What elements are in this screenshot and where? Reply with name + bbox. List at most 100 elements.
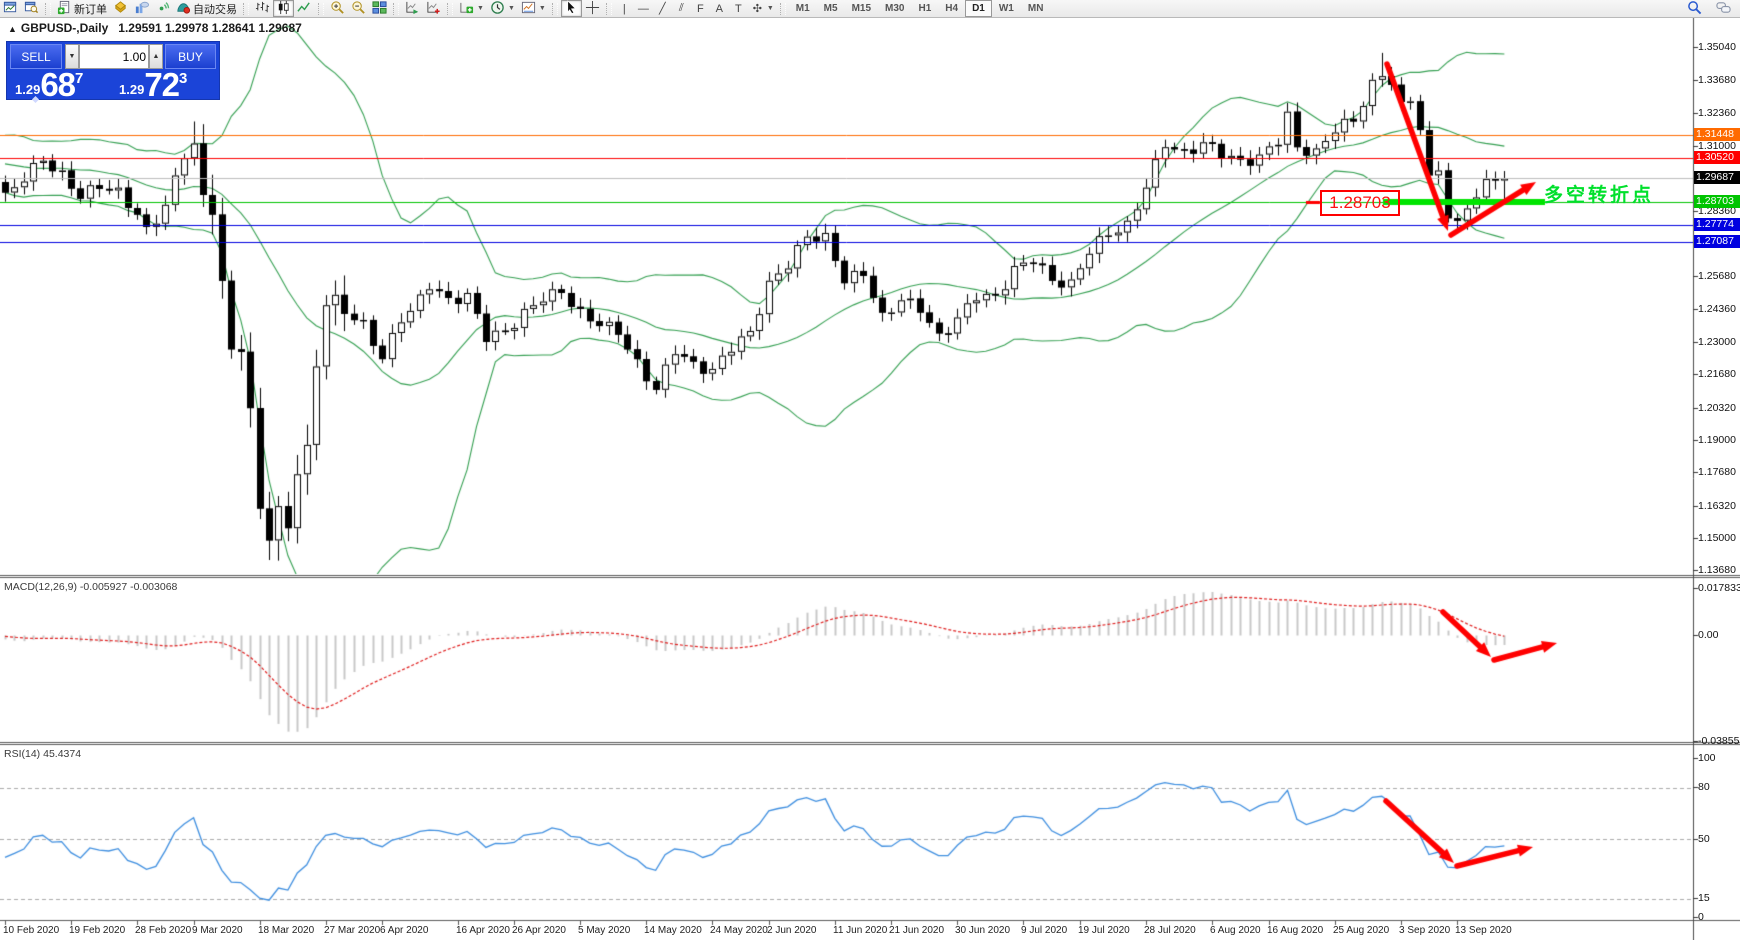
volume-increase-button[interactable]: ▲	[149, 44, 163, 69]
date-axis-label: 21 Jun 2020	[889, 925, 945, 936]
vertical-line-icon: |	[622, 2, 626, 15]
rsi-axis-tick: 50	[1698, 833, 1710, 845]
new-order-button[interactable]: 新订单	[54, 0, 110, 17]
date-axis-label: 28 Jul 2020	[1144, 925, 1196, 936]
toolbar-separator	[243, 2, 249, 15]
buy-price-big: 72	[144, 66, 180, 103]
arrows-button[interactable]: ✣ ▼	[748, 0, 777, 17]
autotrading-button[interactable]: 自动交易	[173, 0, 240, 17]
timeframe-mn-button[interactable]: MN	[1027, 3, 1044, 14]
volume-input[interactable]	[80, 45, 148, 68]
timeframe-w1-button[interactable]: W1	[998, 3, 1014, 14]
volume-decrease-button[interactable]: ▼	[65, 44, 79, 69]
crosshair-button[interactable]	[582, 0, 603, 17]
buy-button[interactable]: BUY	[165, 44, 216, 69]
auto-scroll-button[interactable]	[402, 0, 423, 17]
date-axis-label: 19 Jul 2020	[1078, 925, 1130, 936]
rsi-axis-tick: 100	[1698, 752, 1716, 764]
price-axis-tick: 1.35040	[1698, 41, 1736, 53]
date-axis-label: 10 Feb 2020	[3, 925, 60, 936]
dropdown-arrow-icon: ▼	[766, 5, 774, 12]
rsi-axis-tick: 15	[1698, 892, 1710, 904]
trendline-icon: ╱	[659, 3, 666, 15]
price-axis-tick: 1.24360	[1698, 303, 1736, 315]
periods-button[interactable]: ▼	[487, 0, 518, 17]
chart-title: ▲ GBPUSD-,Daily 1.29591 1.29978 1.28641 1.…	[8, 21, 302, 35]
candles-chart-button[interactable]	[273, 0, 294, 17]
tile-windows-button[interactable]	[369, 0, 390, 17]
date-axis-label: 18 Mar 2020	[258, 925, 315, 936]
fibonacci-button[interactable]: F	[691, 0, 710, 17]
price-axis-badge: 1.27087	[1694, 235, 1740, 248]
chat-button[interactable]	[1713, 0, 1734, 17]
sell-price-prefix: 1.29	[15, 82, 41, 97]
timeframe-m30-button[interactable]: M30	[885, 3, 905, 14]
bars-chart-button[interactable]	[252, 0, 273, 17]
timeframe-d1-button[interactable]: D1	[965, 0, 992, 17]
date-axis-label: 9 Jul 2020	[1021, 925, 1068, 936]
date-axis-label: 3 Sep 2020	[1399, 925, 1451, 936]
metaeditor-icon	[113, 0, 128, 18]
buy-price-pip: 3	[179, 70, 188, 87]
macd-indicator-label: MACD(12,26,9) -0.005927 -0.003068	[4, 581, 178, 593]
signals-button[interactable]	[152, 0, 173, 17]
fibonacci-icon: F	[696, 2, 704, 15]
timeframe-h1-button[interactable]: H1	[918, 3, 932, 14]
toolbar-separator	[318, 2, 324, 15]
line-chart-icon	[297, 0, 312, 18]
timeframe-m1-button[interactable]: M1	[795, 3, 810, 14]
new-chart-button[interactable]	[0, 0, 21, 17]
macd-axis-tick: 0.017833	[1698, 582, 1740, 594]
macd-axis-tick: 0.00	[1698, 629, 1719, 641]
indicators-button[interactable]: ▼	[456, 0, 487, 17]
zoom-out-button[interactable]	[348, 0, 369, 17]
date-axis-label: 26 Apr 2020	[512, 925, 566, 936]
chart-profiles-button[interactable]	[21, 0, 42, 17]
rsi-axis-tick: 80	[1698, 781, 1710, 793]
trendline-button[interactable]: ╱	[653, 0, 672, 17]
sell-button[interactable]: SELL	[10, 44, 62, 69]
periods-icon	[490, 0, 505, 18]
price-axis-tick: 1.23000	[1698, 336, 1736, 348]
zoom-in-button[interactable]	[327, 0, 348, 17]
dropdown-arrow-icon: ▼	[538, 5, 546, 12]
price-axis-tick: 1.15000	[1698, 532, 1736, 544]
text-label-button[interactable]: T	[729, 0, 748, 17]
vertical-line-button[interactable]: |	[615, 0, 634, 17]
buy-price[interactable]: 1.29 72 3	[119, 66, 188, 103]
price-axis-tick: 1.28360	[1698, 205, 1736, 217]
autotrading-label: 自动交易	[193, 3, 237, 16]
timeframe-m5-button[interactable]: M5	[823, 3, 838, 14]
date-axis-label: 30 Jun 2020	[955, 925, 1011, 936]
price-axis-tick: 1.16320	[1698, 500, 1736, 512]
templates-button[interactable]: ▼	[518, 0, 549, 17]
line-chart-button[interactable]	[294, 0, 315, 17]
date-axis-label: 2 Jun 2020	[767, 925, 817, 936]
date-axis-label: 6 Aug 2020	[1210, 925, 1261, 936]
sell-price[interactable]: 1.29 68 7	[15, 68, 84, 101]
timeframe-h4-button[interactable]: H4	[945, 3, 959, 14]
turning-point-annotation[interactable]: 多空转折点	[1544, 185, 1655, 206]
metaeditor-button[interactable]	[110, 0, 131, 17]
market-button[interactable]	[131, 0, 152, 17]
cursor-icon	[564, 0, 579, 18]
date-axis-label: 13 Sep 2020	[1455, 925, 1512, 936]
indicators-icon	[459, 0, 474, 18]
collapse-icon[interactable]: ▲	[8, 24, 17, 34]
macd-axis-tick: -0.038559	[1698, 735, 1740, 747]
date-axis-label: 19 Feb 2020	[69, 925, 126, 936]
sell-price-pip: 7	[75, 70, 84, 87]
timeframe-m15-button[interactable]: M15	[851, 3, 872, 14]
price-axis-badge: 1.31448	[1694, 128, 1740, 141]
search-button[interactable]	[1684, 0, 1705, 17]
chart-shift-button[interactable]	[423, 0, 444, 17]
horizontal-line-button[interactable]: —	[634, 0, 653, 17]
equidistant-channel-button[interactable]: ⫽	[672, 0, 691, 17]
text-button[interactable]: A	[710, 0, 729, 17]
toolbar-separator	[393, 2, 399, 15]
cursor-button[interactable]	[560, 0, 582, 18]
toolbar-separator	[447, 2, 453, 15]
price-annotation-box[interactable]: 1.28703	[1320, 190, 1400, 216]
